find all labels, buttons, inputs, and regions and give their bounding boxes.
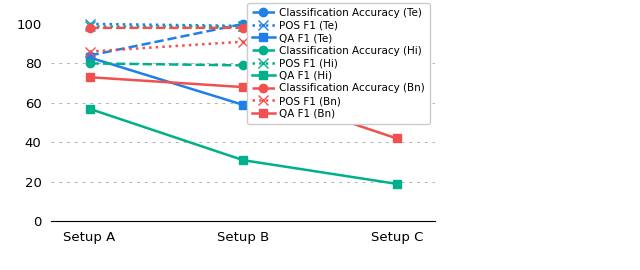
QA F1 (Bn)	[86, 76, 93, 79]
QA F1 (Hi)	[86, 107, 93, 110]
POS F1 (Bn)	[239, 40, 247, 43]
POS F1 (Hi)	[86, 24, 93, 28]
QA F1 (Te)	[393, 111, 401, 114]
QA F1 (Bn)	[239, 86, 247, 89]
Line: QA F1 (Hi): QA F1 (Hi)	[85, 105, 401, 188]
QA F1 (Hi)	[239, 158, 247, 162]
POS F1 (Hi)	[393, 24, 401, 28]
Line: Classification Accuracy (Bn): Classification Accuracy (Bn)	[85, 22, 401, 32]
Line: Classification Accuracy (Hi): Classification Accuracy (Hi)	[85, 57, 401, 70]
POS F1 (Te)	[86, 22, 93, 26]
Line: Classification Accuracy (Te): Classification Accuracy (Te)	[85, 20, 401, 60]
Classification Accuracy (Hi)	[239, 64, 247, 67]
Line: POS F1 (Bn): POS F1 (Bn)	[84, 27, 402, 56]
Classification Accuracy (Bn)	[393, 24, 401, 28]
Line: POS F1 (Hi): POS F1 (Hi)	[84, 21, 402, 31]
QA F1 (Te)	[86, 56, 93, 59]
Classification Accuracy (Bn)	[86, 26, 93, 29]
QA F1 (Bn)	[393, 137, 401, 140]
Line: POS F1 (Te): POS F1 (Te)	[84, 19, 402, 33]
Line: QA F1 (Bn): QA F1 (Bn)	[85, 73, 401, 143]
Line: QA F1 (Te): QA F1 (Te)	[85, 53, 401, 117]
Classification Accuracy (Bn)	[239, 26, 247, 29]
POS F1 (Bn)	[393, 30, 401, 33]
Legend: Classification Accuracy (Te), POS F1 (Te), QA F1 (Te), Classification Accuracy (: Classification Accuracy (Te), POS F1 (Te…	[247, 3, 430, 124]
Classification Accuracy (Te)	[86, 54, 93, 57]
QA F1 (Hi)	[393, 182, 401, 185]
POS F1 (Bn)	[86, 50, 93, 53]
POS F1 (Te)	[393, 26, 401, 29]
Classification Accuracy (Hi)	[86, 62, 93, 65]
Classification Accuracy (Te)	[393, 22, 401, 26]
POS F1 (Te)	[239, 24, 247, 28]
Classification Accuracy (Te)	[239, 22, 247, 26]
POS F1 (Hi)	[239, 24, 247, 28]
QA F1 (Te)	[239, 103, 247, 106]
Classification Accuracy (Hi)	[393, 60, 401, 63]
